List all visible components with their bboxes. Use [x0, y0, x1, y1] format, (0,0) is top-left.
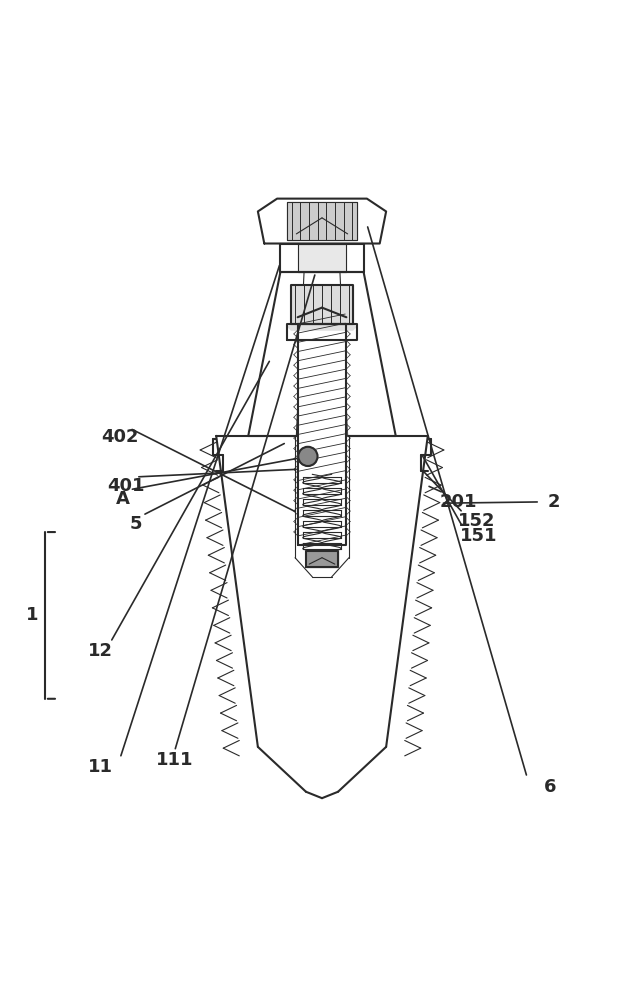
Text: 2: 2 — [548, 493, 560, 511]
Polygon shape — [298, 324, 346, 545]
Polygon shape — [287, 202, 357, 240]
Text: 11: 11 — [88, 758, 113, 776]
Polygon shape — [298, 244, 346, 272]
Text: 5: 5 — [130, 515, 142, 533]
Text: A: A — [117, 490, 130, 508]
Text: 12: 12 — [88, 642, 113, 660]
Polygon shape — [291, 285, 353, 324]
Text: 201: 201 — [439, 493, 477, 511]
Text: 152: 152 — [459, 512, 496, 530]
Circle shape — [298, 447, 317, 466]
Text: 1: 1 — [26, 606, 39, 624]
Polygon shape — [306, 551, 338, 567]
Text: 151: 151 — [460, 527, 498, 545]
Polygon shape — [288, 324, 356, 330]
Text: 111: 111 — [156, 751, 193, 769]
Text: 401: 401 — [108, 477, 145, 495]
Text: 402: 402 — [101, 428, 138, 446]
Text: 6: 6 — [544, 778, 556, 796]
